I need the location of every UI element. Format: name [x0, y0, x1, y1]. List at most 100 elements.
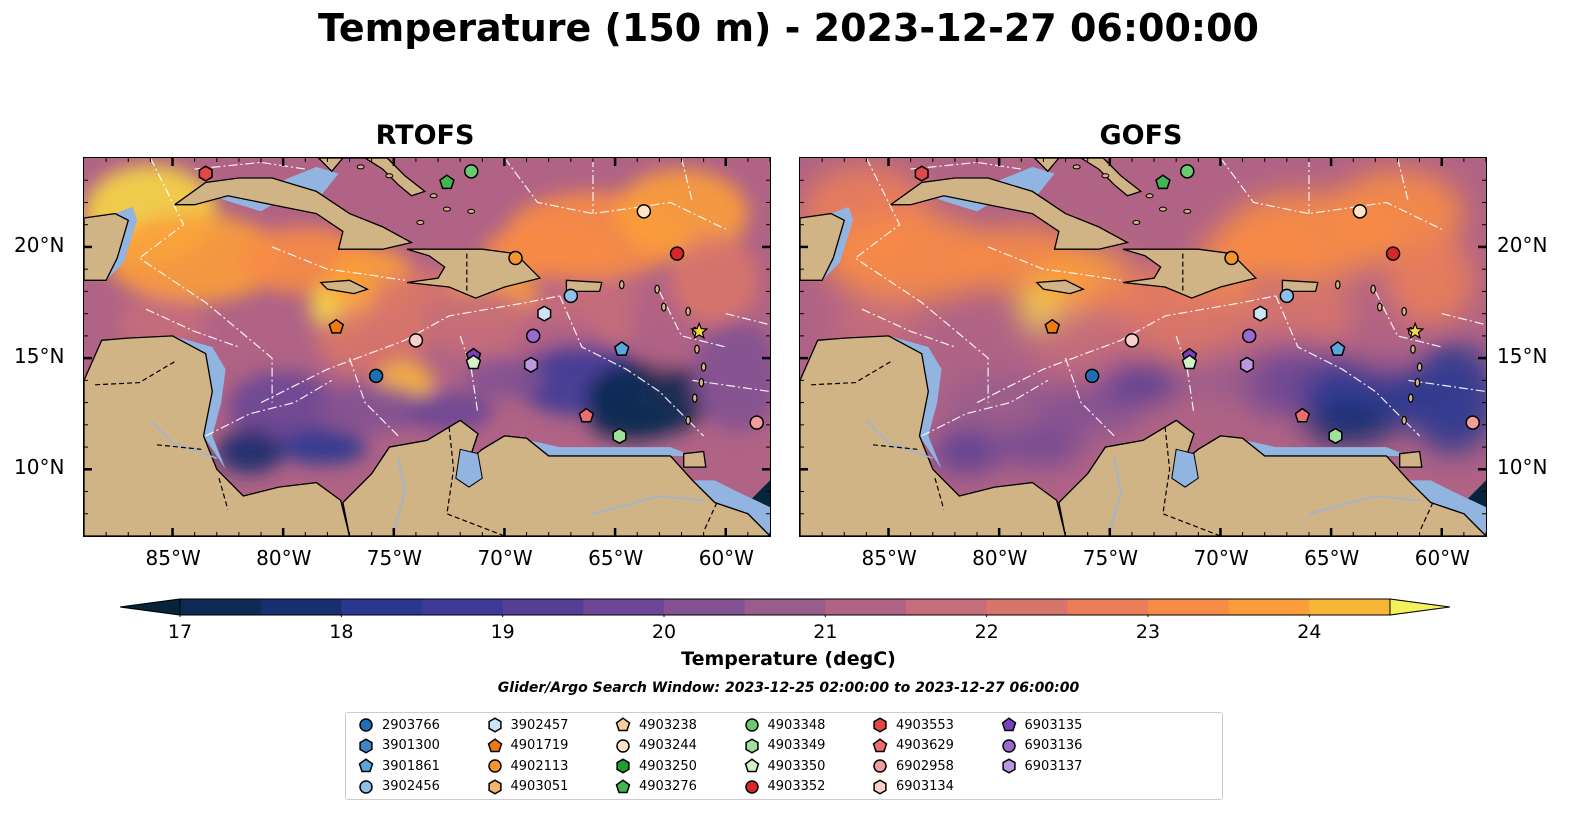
argo-float-marker[interactable]	[523, 356, 539, 373]
legend-marker	[873, 778, 887, 795]
circle-marker-icon	[1001, 738, 1016, 753]
colorbar-segment	[180, 599, 262, 615]
legend-label: 3901861	[382, 758, 440, 774]
argo-float-marker[interactable]	[1465, 415, 1480, 430]
argo-float-marker[interactable]	[613, 340, 630, 356]
legend-marker	[873, 717, 887, 733]
legend-marker	[358, 758, 374, 773]
argo-float-marker[interactable]	[612, 427, 627, 445]
gofs-map[interactable]	[799, 157, 1487, 537]
circle-marker-icon	[359, 779, 373, 794]
colorbar-segment	[502, 599, 584, 615]
argo-float-marker[interactable]	[1328, 427, 1343, 445]
legend-marker	[359, 779, 373, 794]
lat-tick-label-left: 10°N	[14, 455, 65, 480]
legend-label: 4903348	[767, 717, 826, 733]
pentagon-marker-icon	[358, 758, 374, 773]
legend-label: 6903136	[1024, 738, 1083, 753]
argo-float-marker[interactable]	[537, 305, 552, 322]
pentagon-marker-icon	[487, 737, 502, 752]
argo-float-marker[interactable]	[198, 165, 213, 182]
argo-float-marker[interactable]	[1239, 356, 1255, 373]
pentagon-marker-icon	[615, 778, 631, 793]
argo-float-marker[interactable]	[508, 250, 523, 266]
legend-label: 6903134	[896, 779, 954, 794]
legend-entry: 4903349	[744, 737, 825, 755]
legend-label: 4903244	[639, 738, 697, 753]
argo-float-marker[interactable]	[578, 407, 595, 423]
argo-float-marker[interactable]	[465, 354, 482, 370]
legend-marker	[616, 738, 630, 753]
hexagon-marker-icon	[1001, 758, 1016, 774]
hexagon-marker-icon	[873, 717, 887, 733]
legend-label: 6903137	[1024, 758, 1083, 774]
argo-float-marker[interactable]	[464, 164, 479, 179]
lon-tick-label: 70°W	[1193, 546, 1249, 570]
legend-entry: 4903244	[615, 737, 697, 755]
argo-float-marker[interactable]	[1241, 328, 1257, 344]
argo-float-marker[interactable]	[1385, 246, 1401, 261]
argo-float-marker[interactable]	[636, 204, 652, 219]
argo-float-marker[interactable]	[1180, 164, 1195, 179]
argo-float-marker[interactable]	[669, 246, 685, 261]
rtofs-map[interactable]	[83, 157, 771, 537]
argo-float-marker[interactable]	[563, 288, 579, 304]
pentagon-marker-icon	[872, 737, 888, 752]
argo-float-marker[interactable]	[328, 318, 345, 334]
legend-marker	[615, 778, 631, 793]
colorbar-segment	[1148, 599, 1230, 615]
argo-float-marker[interactable]	[1352, 204, 1368, 219]
lat-tick-label-left: 20°N	[14, 232, 65, 257]
argo-float-marker[interactable]	[525, 328, 541, 344]
argo-float-marker[interactable]	[368, 368, 384, 384]
argo-float-marker[interactable]	[1294, 407, 1311, 423]
legend-marker	[487, 717, 502, 733]
argo-float-marker[interactable]	[1253, 305, 1268, 322]
legend-entry: 3902456	[358, 778, 440, 796]
legend-entry: 3901300	[358, 737, 440, 755]
legend-entry: 4903629	[872, 737, 954, 755]
legend-label: 4903350	[767, 758, 826, 774]
argo-float-marker[interactable]	[1279, 288, 1295, 304]
colorbar-label: Temperature (degC)	[681, 648, 896, 670]
argo-float-marker[interactable]	[1155, 174, 1171, 190]
argo-float-marker[interactable]	[408, 333, 424, 348]
lon-tick-label: 70°W	[477, 546, 533, 570]
legend-marker	[744, 718, 759, 732]
star-marker[interactable]	[690, 321, 709, 340]
argo-float-marker[interactable]	[1084, 368, 1100, 384]
legend-label: 4903051	[510, 779, 569, 794]
argo-float-marker[interactable]	[914, 165, 929, 182]
legend-label: 6903135	[1024, 717, 1083, 733]
argo-float-marker[interactable]	[1329, 340, 1346, 356]
colorbar-tick-label: 21	[813, 621, 838, 643]
argo-float-marker[interactable]	[1224, 250, 1239, 266]
colorbar-segment	[906, 599, 988, 615]
argo-float-marker[interactable]	[1181, 354, 1198, 370]
argo-float-marker[interactable]	[1044, 318, 1061, 334]
legend-label: 6902958	[896, 758, 954, 774]
legend-marker	[1001, 758, 1016, 774]
legend-entry: 2903766	[358, 716, 440, 734]
legend-entry: 4902113	[487, 757, 569, 775]
legend-marker	[359, 718, 373, 732]
legend-marker	[359, 737, 373, 754]
legend-entry: 3902457	[487, 716, 568, 734]
pentagon-marker-icon	[615, 717, 631, 732]
star-marker[interactable]	[1406, 321, 1425, 340]
argo-float-marker[interactable]	[439, 174, 455, 190]
argo-float-marker[interactable]	[1124, 333, 1140, 348]
lon-tick-label: 75°W	[366, 546, 423, 570]
pentagon-marker-icon	[1001, 717, 1016, 732]
lat-tick-label-right: 20°N	[1497, 232, 1548, 257]
legend-label: 4902113	[510, 758, 569, 774]
colorbar	[120, 598, 1450, 617]
legend-label: 2903766	[382, 717, 440, 733]
argo-float-marker[interactable]	[749, 415, 764, 430]
lon-tick-label: 65°W	[588, 546, 644, 570]
circle-marker-icon	[359, 718, 373, 732]
legend-label: 4903352	[767, 779, 826, 794]
legend-entry: 4903238	[615, 716, 697, 734]
colorbar-segment	[1067, 599, 1149, 615]
legend-marker	[615, 717, 631, 732]
